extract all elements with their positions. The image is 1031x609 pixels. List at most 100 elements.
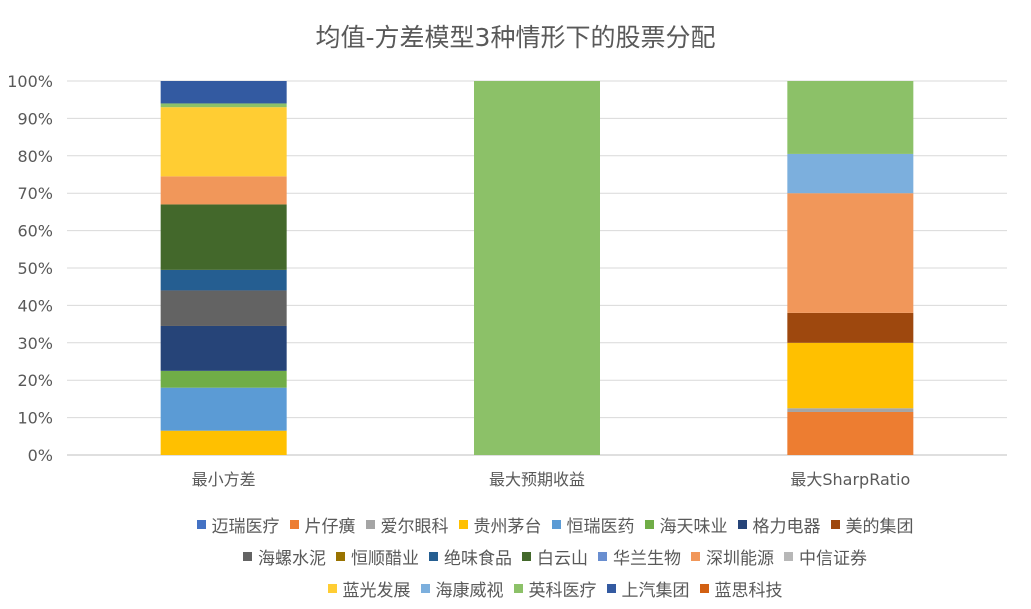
legend-label: 海康威视 [435, 580, 504, 601]
legend-label: 美的集团 [845, 516, 914, 537]
legend-item: 上汽集团 [606, 576, 690, 601]
y-tick-label: 50% [17, 259, 53, 278]
y-tick-label: 80% [17, 147, 53, 166]
legend-item: 海螺水泥 [243, 544, 326, 569]
legend-label: 白云山 [537, 548, 588, 569]
bar-segment [787, 193, 914, 313]
legend-item: 片仔癀 [289, 512, 356, 537]
legend-swatch [522, 551, 531, 561]
legend-swatch [784, 551, 793, 561]
y-tick-label: 0% [28, 446, 53, 465]
legend-swatch [196, 519, 206, 529]
legend-row: 海螺水泥 恒顺醋业 绝味食品 白云山 华兰生物 深圳能源 中信证券 [195, 540, 915, 572]
legend-swatch [830, 519, 840, 529]
legend-label: 中信证券 [799, 548, 867, 569]
bar-segment [787, 411, 914, 455]
legend-swatch [699, 583, 709, 593]
bar-segment [160, 81, 287, 104]
chart-title: 均值-方差模型3种情形下的股票分配 [315, 23, 716, 52]
bar-segment [160, 176, 287, 205]
legend-item: 英科医疗 [513, 576, 597, 601]
bar-segment [160, 269, 287, 291]
legend-label: 蓝思科技 [714, 580, 783, 601]
legend: 迈瑞医疗 片仔癀 爱尔眼科 贵州茅台 恒瑞医药 海天味业 格力电器 美的集团海螺水泥 恒顺醋业 绝… [195, 508, 915, 604]
legend-label: 贵州茅台 [473, 516, 542, 537]
bar-segment [160, 325, 287, 371]
bar-segment [160, 107, 287, 177]
x-tick-label: 最小方差 [192, 470, 256, 489]
legend-item: 恒顺醋业 [336, 544, 419, 569]
bar-segment [160, 387, 287, 431]
legend-label: 恒顺醋业 [351, 548, 419, 569]
legend-swatch [243, 551, 252, 561]
legend-swatch [420, 583, 430, 593]
bar-segment [787, 408, 914, 412]
x-tick-label: 最大预期收益 [489, 470, 585, 489]
bar-segment [160, 430, 287, 455]
legend-swatch [644, 519, 654, 529]
legend-swatch [691, 551, 700, 561]
legend-swatch [429, 551, 438, 561]
legend-item: 华兰生物 [598, 544, 681, 569]
legend-swatch [336, 551, 345, 561]
legend-label: 英科医疗 [528, 580, 597, 601]
legend-row: 蓝光发展 海康威视 英科医疗 上汽集团 蓝思科技 [195, 572, 915, 604]
y-tick-label: 60% [17, 222, 53, 241]
bar-segment [474, 81, 600, 455]
bar-segment [160, 103, 287, 108]
plot-area: 0% 10% 20% 30% 40% 50% 60% 70% 80% 90% 100% 最小方差 最大… [7, 72, 1007, 489]
y-tick-label: 10% [17, 409, 53, 428]
legend-label: 爱尔眼科 [380, 516, 449, 537]
legend-item: 恒瑞医药 [551, 512, 635, 537]
bar-segment [160, 370, 287, 388]
y-tick-label: 90% [17, 109, 53, 128]
legend-item: 贵州茅台 [458, 512, 542, 537]
legend-item: 深圳能源 [691, 544, 774, 569]
legend-label: 海螺水泥 [258, 548, 326, 569]
legend-swatch [458, 519, 468, 529]
y-tick-label: 70% [17, 184, 53, 203]
y-tick-label: 100% [7, 72, 53, 91]
y-tick-label: 30% [17, 334, 53, 353]
legend-label: 上汽集团 [621, 580, 690, 601]
y-tick-label: 40% [17, 296, 53, 315]
legend-swatch [365, 519, 375, 529]
legend-row: 迈瑞医疗 片仔癀 爱尔眼科 贵州茅台 恒瑞医药 海天味业 格力电器 美的集团 [195, 508, 915, 540]
y-axis-ticks: 0% 10% 20% 30% 40% 50% 60% 70% 80% 90% 100% [7, 72, 53, 465]
legend-label: 绝味食品 [444, 548, 512, 569]
bars [160, 81, 914, 455]
bar-segment [160, 290, 287, 326]
legend-swatch [513, 583, 523, 593]
legend-swatch [598, 551, 607, 561]
legend-item: 中信证券 [784, 544, 867, 569]
legend-swatch [551, 519, 561, 529]
legend-item: 格力电器 [737, 512, 821, 537]
bar-segment [787, 342, 914, 409]
legend-label: 华兰生物 [613, 548, 681, 569]
x-tick-label: 最大SharpRatio [790, 470, 910, 489]
legend-item: 美的集团 [830, 512, 914, 537]
y-tick-label: 20% [17, 371, 53, 390]
legend-item: 海康威视 [420, 576, 504, 601]
bar-segment [787, 153, 914, 194]
legend-label: 海天味业 [659, 516, 728, 537]
legend-label: 深圳能源 [706, 548, 774, 569]
legend-label: 格力电器 [752, 516, 821, 537]
legend-label: 迈瑞医疗 [211, 516, 280, 537]
legend-item: 蓝思科技 [699, 576, 783, 601]
legend-swatch [606, 583, 616, 593]
legend-item: 绝味食品 [429, 544, 512, 569]
legend-item: 海天味业 [644, 512, 728, 537]
legend-label: 恒瑞医药 [566, 516, 635, 537]
legend-item: 白云山 [522, 544, 588, 569]
legend-item: 爱尔眼科 [365, 512, 449, 537]
legend-swatch [737, 519, 747, 529]
bar-segment [160, 204, 287, 270]
legend-item: 蓝光发展 [327, 576, 411, 601]
bar-segment [787, 312, 914, 343]
legend-label: 片仔癀 [304, 516, 356, 537]
x-axis-ticks: 最小方差 最大预期收益 最大SharpRatio [192, 470, 911, 489]
legend-swatch [327, 583, 337, 593]
legend-item: 迈瑞医疗 [196, 512, 280, 537]
legend-swatch [289, 519, 299, 529]
